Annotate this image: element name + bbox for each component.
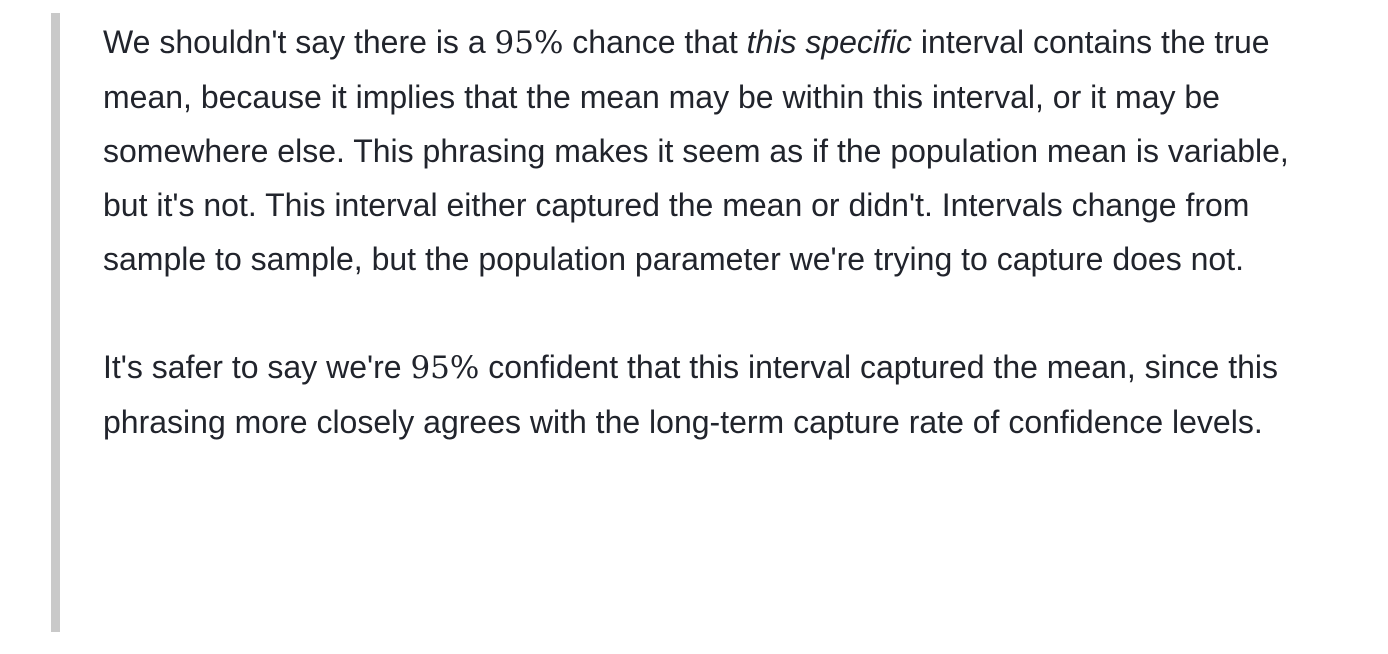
- paragraph-text: interval contains the true mean, because…: [103, 24, 1289, 277]
- paragraph-text: We shouldn't say there is a: [103, 24, 495, 60]
- paragraph-correct-interpretation: It's safer to say we're 95% confident th…: [103, 340, 1333, 449]
- math-percentage: 95%: [494, 25, 564, 61]
- blockquote-bar: [51, 13, 60, 632]
- emphasized-text: this specific: [746, 24, 913, 60]
- paragraph-text: It's safer to say we're: [103, 349, 411, 385]
- paragraph-text: chance that: [563, 24, 747, 60]
- paragraph-text: confident that this interval captured th…: [103, 349, 1279, 440]
- blockquote: We shouldn't say there is a 95% chance t…: [103, 15, 1333, 449]
- paragraph-misinterpretation: We shouldn't say there is a 95% chance t…: [103, 15, 1333, 286]
- math-percentage: 95%: [410, 350, 480, 386]
